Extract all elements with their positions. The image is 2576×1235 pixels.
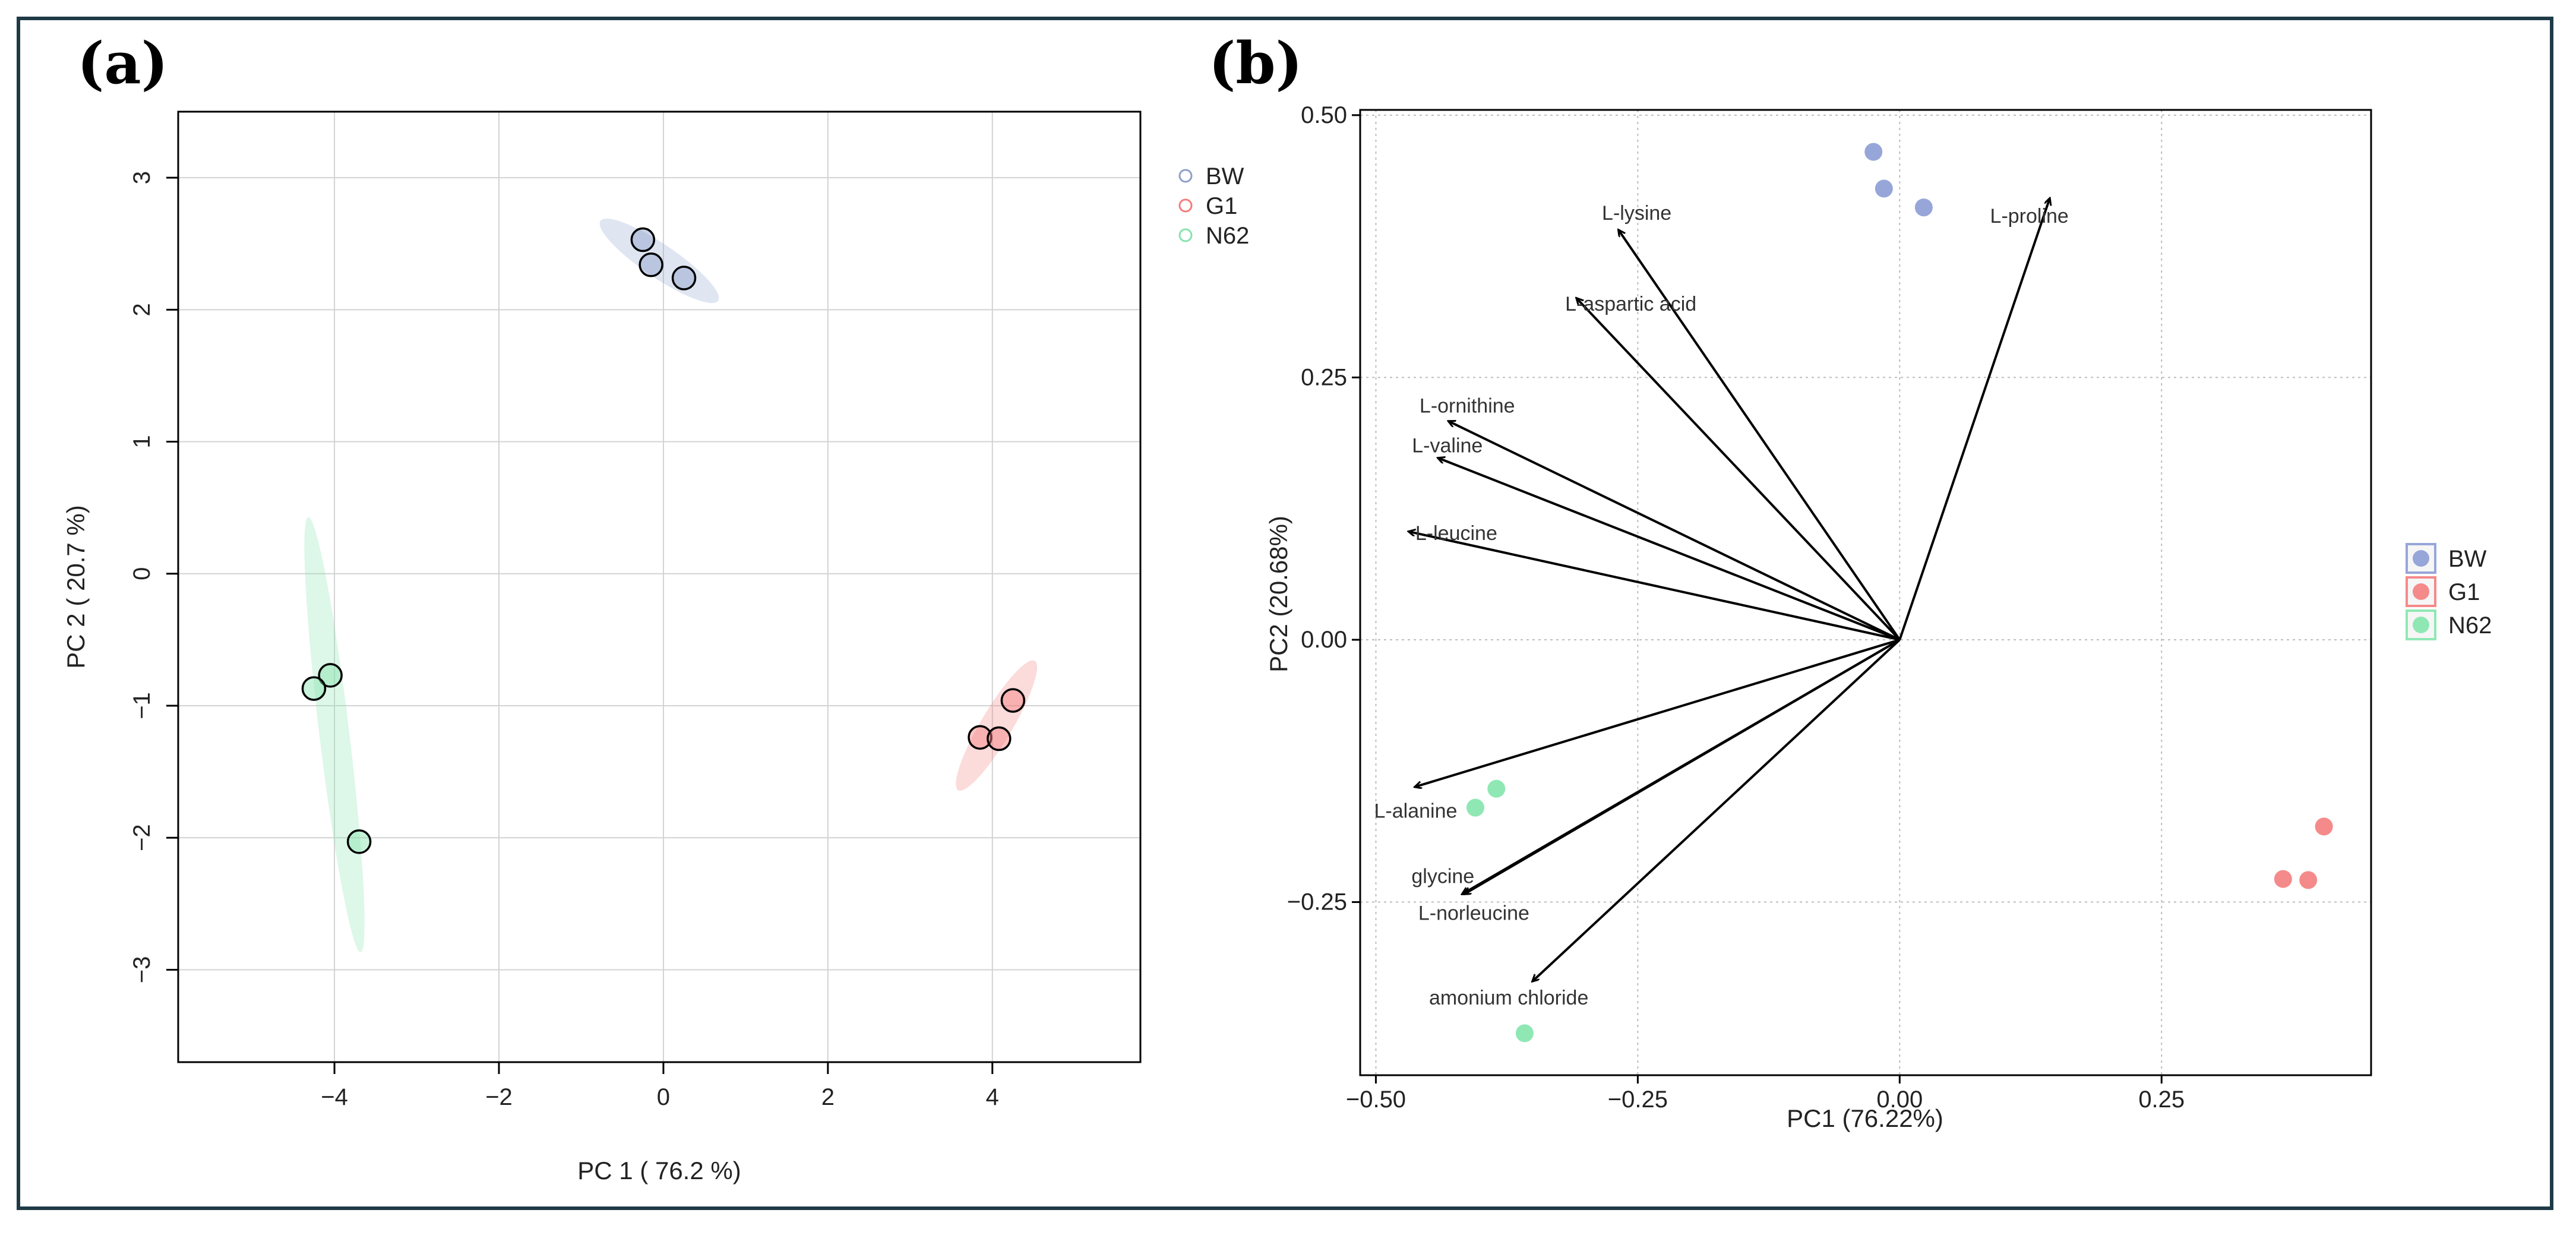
y-tick-label: −3 [129, 956, 155, 984]
y-tick-label: 1 [129, 435, 155, 448]
y-tick-label: −2 [129, 824, 155, 851]
x-tick-label: 0 [657, 1084, 670, 1110]
y-axis-label: PC2 (20.68%) [1265, 516, 1292, 672]
x-tick-label: 0.25 [2138, 1086, 2185, 1113]
point-bw [639, 252, 663, 277]
point-bw [1864, 143, 1883, 161]
point-n62 [318, 663, 343, 688]
y-axis-label: PC 2 ( 20.7 %) [62, 505, 90, 668]
loading-arrow [1409, 532, 1900, 641]
legend-marker-bw [1178, 169, 1193, 183]
loading-arrow [1439, 458, 1901, 641]
point-g1 [2315, 817, 2333, 836]
variable-label: L-norleucine [1418, 902, 1529, 924]
variable-label: L-ornithine [1420, 395, 1515, 418]
point-bw [1914, 198, 1933, 217]
point-g1 [968, 725, 993, 750]
point-bw [630, 227, 656, 252]
data-points [1466, 143, 2333, 1043]
point-bw [671, 266, 697, 290]
point-g1 [2274, 870, 2292, 888]
y-tick-label: 3 [129, 171, 155, 184]
variable-label: L-valine [1412, 434, 1483, 457]
data-points [301, 227, 1026, 854]
point-n62 [1515, 1024, 1534, 1043]
legend-marker-g1 [1178, 198, 1193, 213]
y-tick-label: 0.25 [1301, 364, 1347, 390]
loading-vectors: L-lysine L-aspartic acid L-proline L-ornith… [1374, 199, 2069, 1009]
legend-marker-bw [2413, 550, 2429, 567]
variable-label: L-alanine [1374, 800, 1458, 822]
axis-ticks: −0.50 −0.25 0.00 0.25 −0.25 0.00 0.25 0.50 [1287, 102, 2185, 1113]
loading-arrow [1463, 639, 1901, 893]
y-tick-label: 0.00 [1301, 627, 1347, 653]
plot-border [177, 110, 1142, 1063]
x-tick-label: −0.50 [1346, 1086, 1406, 1113]
axis-ticks: −4 −2 0 2 4 −3 −2 −1 0 1 2 3 [129, 171, 999, 1110]
legend: BW G1 N62 [1178, 163, 1249, 249]
variable-label: L-aspartic acid [1565, 293, 1696, 315]
legend-marker-n62 [2413, 617, 2429, 633]
y-tick-label: 0.50 [1301, 102, 1347, 128]
confidence-ellipses [304, 219, 1038, 953]
panel-label-a: (a) [77, 30, 169, 97]
legend-key-g1 [2406, 576, 2436, 607]
legend-label-bw: BW [1206, 163, 1244, 189]
loading-arrow [1415, 639, 1900, 787]
loading-arrow [1577, 299, 1901, 641]
point-g1 [987, 726, 1012, 751]
loading-arrow [1898, 199, 2049, 640]
grid-lines [178, 112, 1140, 1062]
figure-frame [17, 17, 2553, 1210]
x-tick-label: 0.00 [1876, 1086, 1923, 1113]
variable-label: glycine [1411, 865, 1474, 887]
y-tick-label: −0.25 [1287, 889, 1347, 915]
legend-marker-g1 [2413, 583, 2429, 600]
x-axis-label: PC1 (76.22%) [1787, 1104, 1943, 1132]
legend-label-g1: G1 [1206, 193, 1237, 219]
legend-marker-n62 [1178, 228, 1193, 242]
x-tick-label: −4 [321, 1084, 348, 1110]
y-tick-label: 0 [129, 567, 155, 580]
variable-label: L-lysine [1602, 202, 1671, 225]
grid-lines [1360, 110, 2371, 1075]
variable-label: L-leucine [1415, 522, 1497, 545]
loading-arrow [1533, 639, 1901, 981]
ellipse-g1 [956, 660, 1038, 791]
point-n62 [1466, 798, 1485, 817]
point-bw [1875, 179, 1893, 198]
legend-label-n62: N62 [1206, 223, 1249, 249]
panel-label-b: (b) [1209, 30, 1303, 97]
loading-arrow [1449, 422, 1901, 641]
point-g1 [2299, 871, 2318, 889]
x-axis-label: PC 1 ( 76.2 %) [577, 1157, 741, 1185]
ellipse-bw [599, 219, 719, 304]
legend-label-g1: G1 [2448, 579, 2480, 605]
variable-label: amonium chloride [1429, 987, 1588, 1009]
x-tick-label: 4 [986, 1084, 999, 1110]
x-tick-label: −2 [485, 1084, 513, 1110]
ellipse-n62 [304, 517, 365, 953]
x-tick-label: −0.25 [1608, 1086, 1668, 1113]
variable-label: L-proline [1990, 205, 2069, 228]
y-tick-label: 2 [129, 303, 155, 316]
point-g1 [1000, 688, 1026, 713]
legend: BW G1 N62 [2406, 543, 2492, 640]
point-n62 [301, 676, 327, 701]
point-n62 [1487, 779, 1506, 798]
y-tick-label: −1 [129, 692, 155, 719]
legend-label-bw: BW [2448, 546, 2487, 572]
loading-arrow [1619, 230, 1901, 641]
legend-label-n62: N62 [2448, 612, 2492, 639]
point-n62 [346, 829, 372, 854]
x-tick-label: 2 [821, 1084, 835, 1110]
plot-border [1359, 109, 2372, 1076]
